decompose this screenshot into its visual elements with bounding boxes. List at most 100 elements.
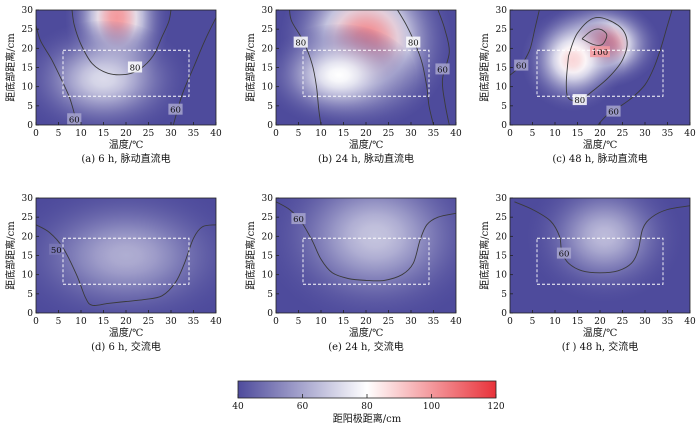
x-tick-label: 35: [428, 129, 440, 139]
x-axis-label: 温度/℃: [583, 326, 618, 339]
colorbar-label: 距阳极距离/cm: [333, 412, 402, 425]
dashed-region-rect: [62, 237, 190, 285]
x-tick-label: 10: [549, 317, 561, 327]
x-tick-label: 20: [360, 317, 372, 327]
contour-line: [276, 201, 456, 282]
panel-3: 100 80 60 60 0 5 10 15 20 25 30 35 40 0 5 10 15 20 25 30 温度/…: [478, 6, 696, 165]
contour-label: 60: [293, 215, 304, 225]
contour-label: 60: [69, 115, 80, 125]
dashed-region-rect: [302, 237, 430, 285]
x-tick-label: 15: [572, 317, 584, 327]
y-tick-label: 30: [262, 194, 274, 204]
contour-line: [71, 10, 172, 76]
y-axis-label: 距底部距离/cm: [244, 33, 257, 102]
y-tick-label: 5: [501, 102, 507, 112]
y-tick-label: 30: [22, 194, 34, 204]
contour-label: 80: [295, 39, 306, 49]
y-tick-label: 15: [496, 252, 508, 262]
x-tick-label: 20: [594, 317, 606, 327]
x-tick-label: 40: [684, 317, 696, 327]
x-tick-label: 40: [684, 129, 696, 139]
x-tick-label: 15: [98, 317, 110, 327]
x-tick-label: 30: [639, 129, 651, 139]
x-axis-label: 温度/℃: [349, 326, 384, 339]
x-tick-label: 10: [315, 317, 327, 327]
x-tick-label: 0: [33, 317, 39, 327]
y-tick-label: 0: [267, 121, 273, 131]
colorbar: 40 60 80 100 120 距阳极距离/cm: [232, 380, 505, 425]
y-tick-label: 15: [262, 64, 274, 74]
y-tick-label: 0: [27, 309, 33, 319]
contour-label: 60: [608, 108, 619, 118]
y-tick-label: 10: [496, 83, 508, 93]
x-tick-label: 35: [662, 129, 674, 139]
dashed-region-rect: [62, 49, 190, 97]
x-tick-label: 5: [56, 317, 62, 327]
x-tick-label: 0: [273, 129, 279, 139]
x-tick-label: 30: [165, 129, 177, 139]
y-tick-label: 20: [496, 232, 508, 242]
colorbar-tick-label: 80: [361, 402, 373, 412]
y-tick-label: 5: [27, 102, 33, 112]
dashed-region-rect: [536, 237, 664, 285]
panel-4: 50 0 5 10 15 20 25 30 35 40 0 5 10 15 20 25 30 温度/℃ 距底部距离/…: [4, 194, 222, 353]
x-tick-label: 35: [428, 317, 440, 327]
y-tick-label: 15: [262, 252, 274, 262]
heatmap-field: [276, 198, 456, 313]
y-tick-label: 0: [501, 309, 507, 319]
x-tick-label: 15: [572, 129, 584, 139]
y-tick-label: 5: [27, 290, 33, 300]
panel-caption: (b) 24 h, 脉动直流电: [318, 152, 414, 165]
x-tick-label: 25: [617, 129, 629, 139]
panel-2: 80 80 60 0 5 10 15 20 25 30 35 40 0 5 10 15 20 25 30 温度/℃ 距底…: [244, 6, 462, 165]
y-tick-label: 10: [22, 83, 34, 93]
y-tick-label: 0: [267, 309, 273, 319]
contour-label: 80: [574, 96, 585, 106]
y-tick-label: 20: [496, 44, 508, 54]
x-tick-label: 10: [549, 129, 561, 139]
heat-hotspot: [276, 198, 456, 313]
contour-line: [581, 28, 608, 46]
contour-label: 80: [130, 64, 141, 74]
contour-line: [397, 10, 434, 125]
x-tick-label: 25: [143, 317, 155, 327]
x-tick-label: 20: [360, 129, 372, 139]
y-tick-label: 25: [496, 213, 508, 223]
x-tick-label: 15: [98, 129, 110, 139]
y-tick-label: 0: [501, 121, 507, 131]
y-axis-label: 距底部距离/cm: [478, 33, 491, 102]
y-tick-label: 10: [496, 271, 508, 281]
x-tick-label: 30: [405, 129, 417, 139]
x-tick-label: 5: [296, 129, 302, 139]
x-tick-label: 20: [120, 129, 132, 139]
y-tick-label: 10: [262, 83, 274, 93]
panels: 80 60 60 0 5 10 15 20 25 30 35 40 0 5 10 15 20 25 30 温度/℃ 距底…: [4, 6, 696, 353]
x-tick-label: 25: [617, 317, 629, 327]
contour-label: 60: [559, 250, 570, 260]
colorbar-tick-label: 60: [297, 402, 309, 412]
x-tick-label: 5: [296, 317, 302, 327]
contour-line: [289, 10, 322, 125]
y-tick-label: 10: [22, 271, 34, 281]
x-tick-label: 25: [143, 129, 155, 139]
x-tick-label: 40: [450, 317, 462, 327]
contour-label: 60: [437, 65, 448, 75]
x-tick-label: 35: [188, 317, 200, 327]
x-axis-label: 温度/℃: [109, 326, 144, 339]
y-tick-label: 20: [22, 232, 34, 242]
y-tick-label: 5: [267, 290, 273, 300]
x-tick-label: 10: [75, 129, 87, 139]
y-tick-label: 30: [22, 6, 34, 16]
y-tick-label: 15: [496, 64, 508, 74]
heat-hotspot: [36, 20, 189, 125]
x-tick-label: 10: [75, 317, 87, 327]
x-tick-label: 15: [338, 317, 350, 327]
x-tick-label: 30: [405, 317, 417, 327]
heat-hotspot: [521, 10, 625, 111]
heat-hotspot: [36, 198, 216, 313]
x-tick-label: 30: [639, 317, 651, 327]
x-tick-label: 40: [210, 317, 222, 327]
y-tick-label: 5: [501, 290, 507, 300]
y-tick-label: 30: [496, 6, 508, 16]
colorbar-tick-label: 100: [423, 402, 440, 412]
